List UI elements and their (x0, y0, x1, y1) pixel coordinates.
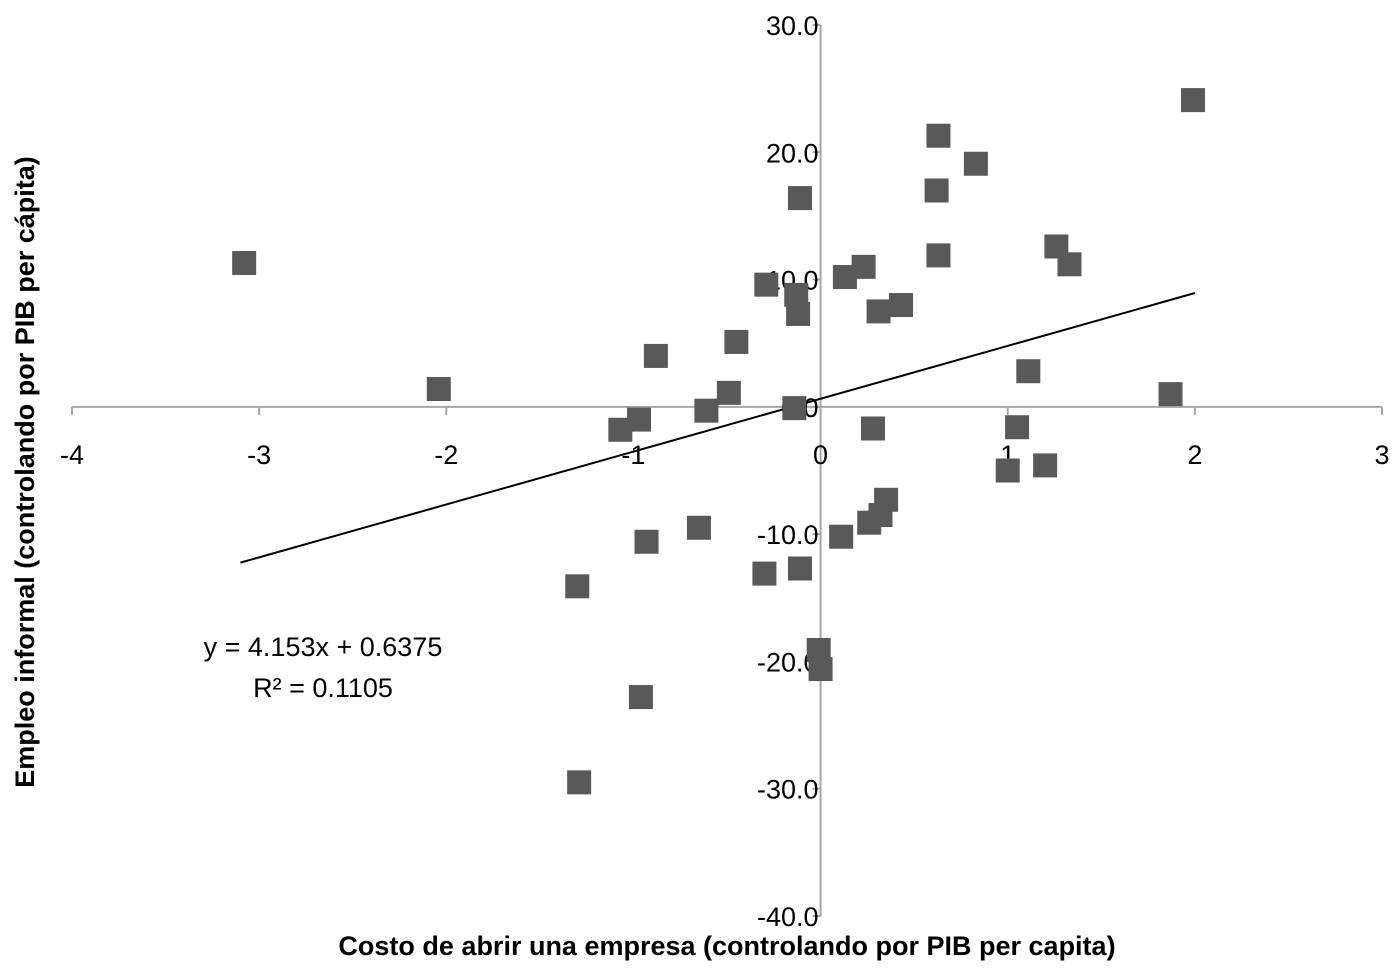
data-points (232, 88, 1205, 795)
trendline-equation: y = 4.153x + 0.6375 (204, 632, 443, 662)
x-tick-label: -4 (60, 440, 84, 470)
x-tick-label: -1 (621, 440, 645, 470)
data-point (1005, 415, 1030, 440)
data-point (829, 524, 854, 549)
data-point (627, 407, 652, 432)
data-point (754, 272, 779, 297)
data-point (1180, 88, 1205, 113)
trendline (240, 292, 1196, 564)
x-tick-label: -3 (247, 440, 271, 470)
data-point (926, 243, 951, 268)
x-tick-label: 3 (1374, 440, 1389, 470)
x-tick-label: 2 (1187, 440, 1202, 470)
axes (71, 24, 1383, 917)
data-point (963, 151, 988, 176)
data-point (628, 685, 653, 710)
data-point (752, 561, 777, 586)
x-axis-title: Costo de abrir una empresa (controlando … (338, 931, 1115, 961)
y-tick-label: 20.0 (766, 138, 819, 168)
data-point (1158, 382, 1183, 407)
data-point (567, 770, 592, 795)
data-point (860, 416, 885, 441)
y-tick-label: 30.0 (766, 11, 819, 41)
data-point (716, 380, 741, 405)
r-squared-label: R² = 0.1105 (253, 673, 393, 703)
data-point (634, 529, 659, 554)
data-point (724, 329, 749, 354)
data-point (426, 377, 451, 402)
data-point (643, 343, 668, 368)
data-point (565, 574, 590, 599)
data-point (866, 299, 891, 324)
data-point (1016, 359, 1041, 384)
data-point (787, 556, 812, 581)
data-point (786, 301, 811, 326)
data-point (1057, 252, 1082, 277)
y-tick-label: -10.0 (757, 520, 819, 550)
data-point (1033, 453, 1058, 478)
y-tick-label: -30.0 (757, 775, 819, 805)
y-axis-title: Empleo informal (controlando por PIB per… (10, 156, 40, 788)
trendline-group (240, 292, 1196, 564)
data-point (995, 458, 1020, 483)
data-point (694, 398, 719, 423)
x-tick-label: -2 (434, 440, 458, 470)
data-point (874, 487, 899, 512)
data-point (924, 178, 949, 203)
data-point (926, 123, 951, 148)
data-point (889, 293, 914, 318)
data-point (808, 657, 833, 682)
data-point (232, 251, 257, 276)
data-point (782, 396, 807, 421)
x-tick-label: 0 (813, 440, 828, 470)
y-tick-label: -40.0 (757, 902, 819, 932)
data-point (851, 254, 876, 279)
data-point (787, 186, 812, 211)
tick-labels: -4-3-2-1012330.020.010.00.0-10.0-20.0-30… (60, 11, 1390, 932)
data-point (686, 515, 711, 540)
